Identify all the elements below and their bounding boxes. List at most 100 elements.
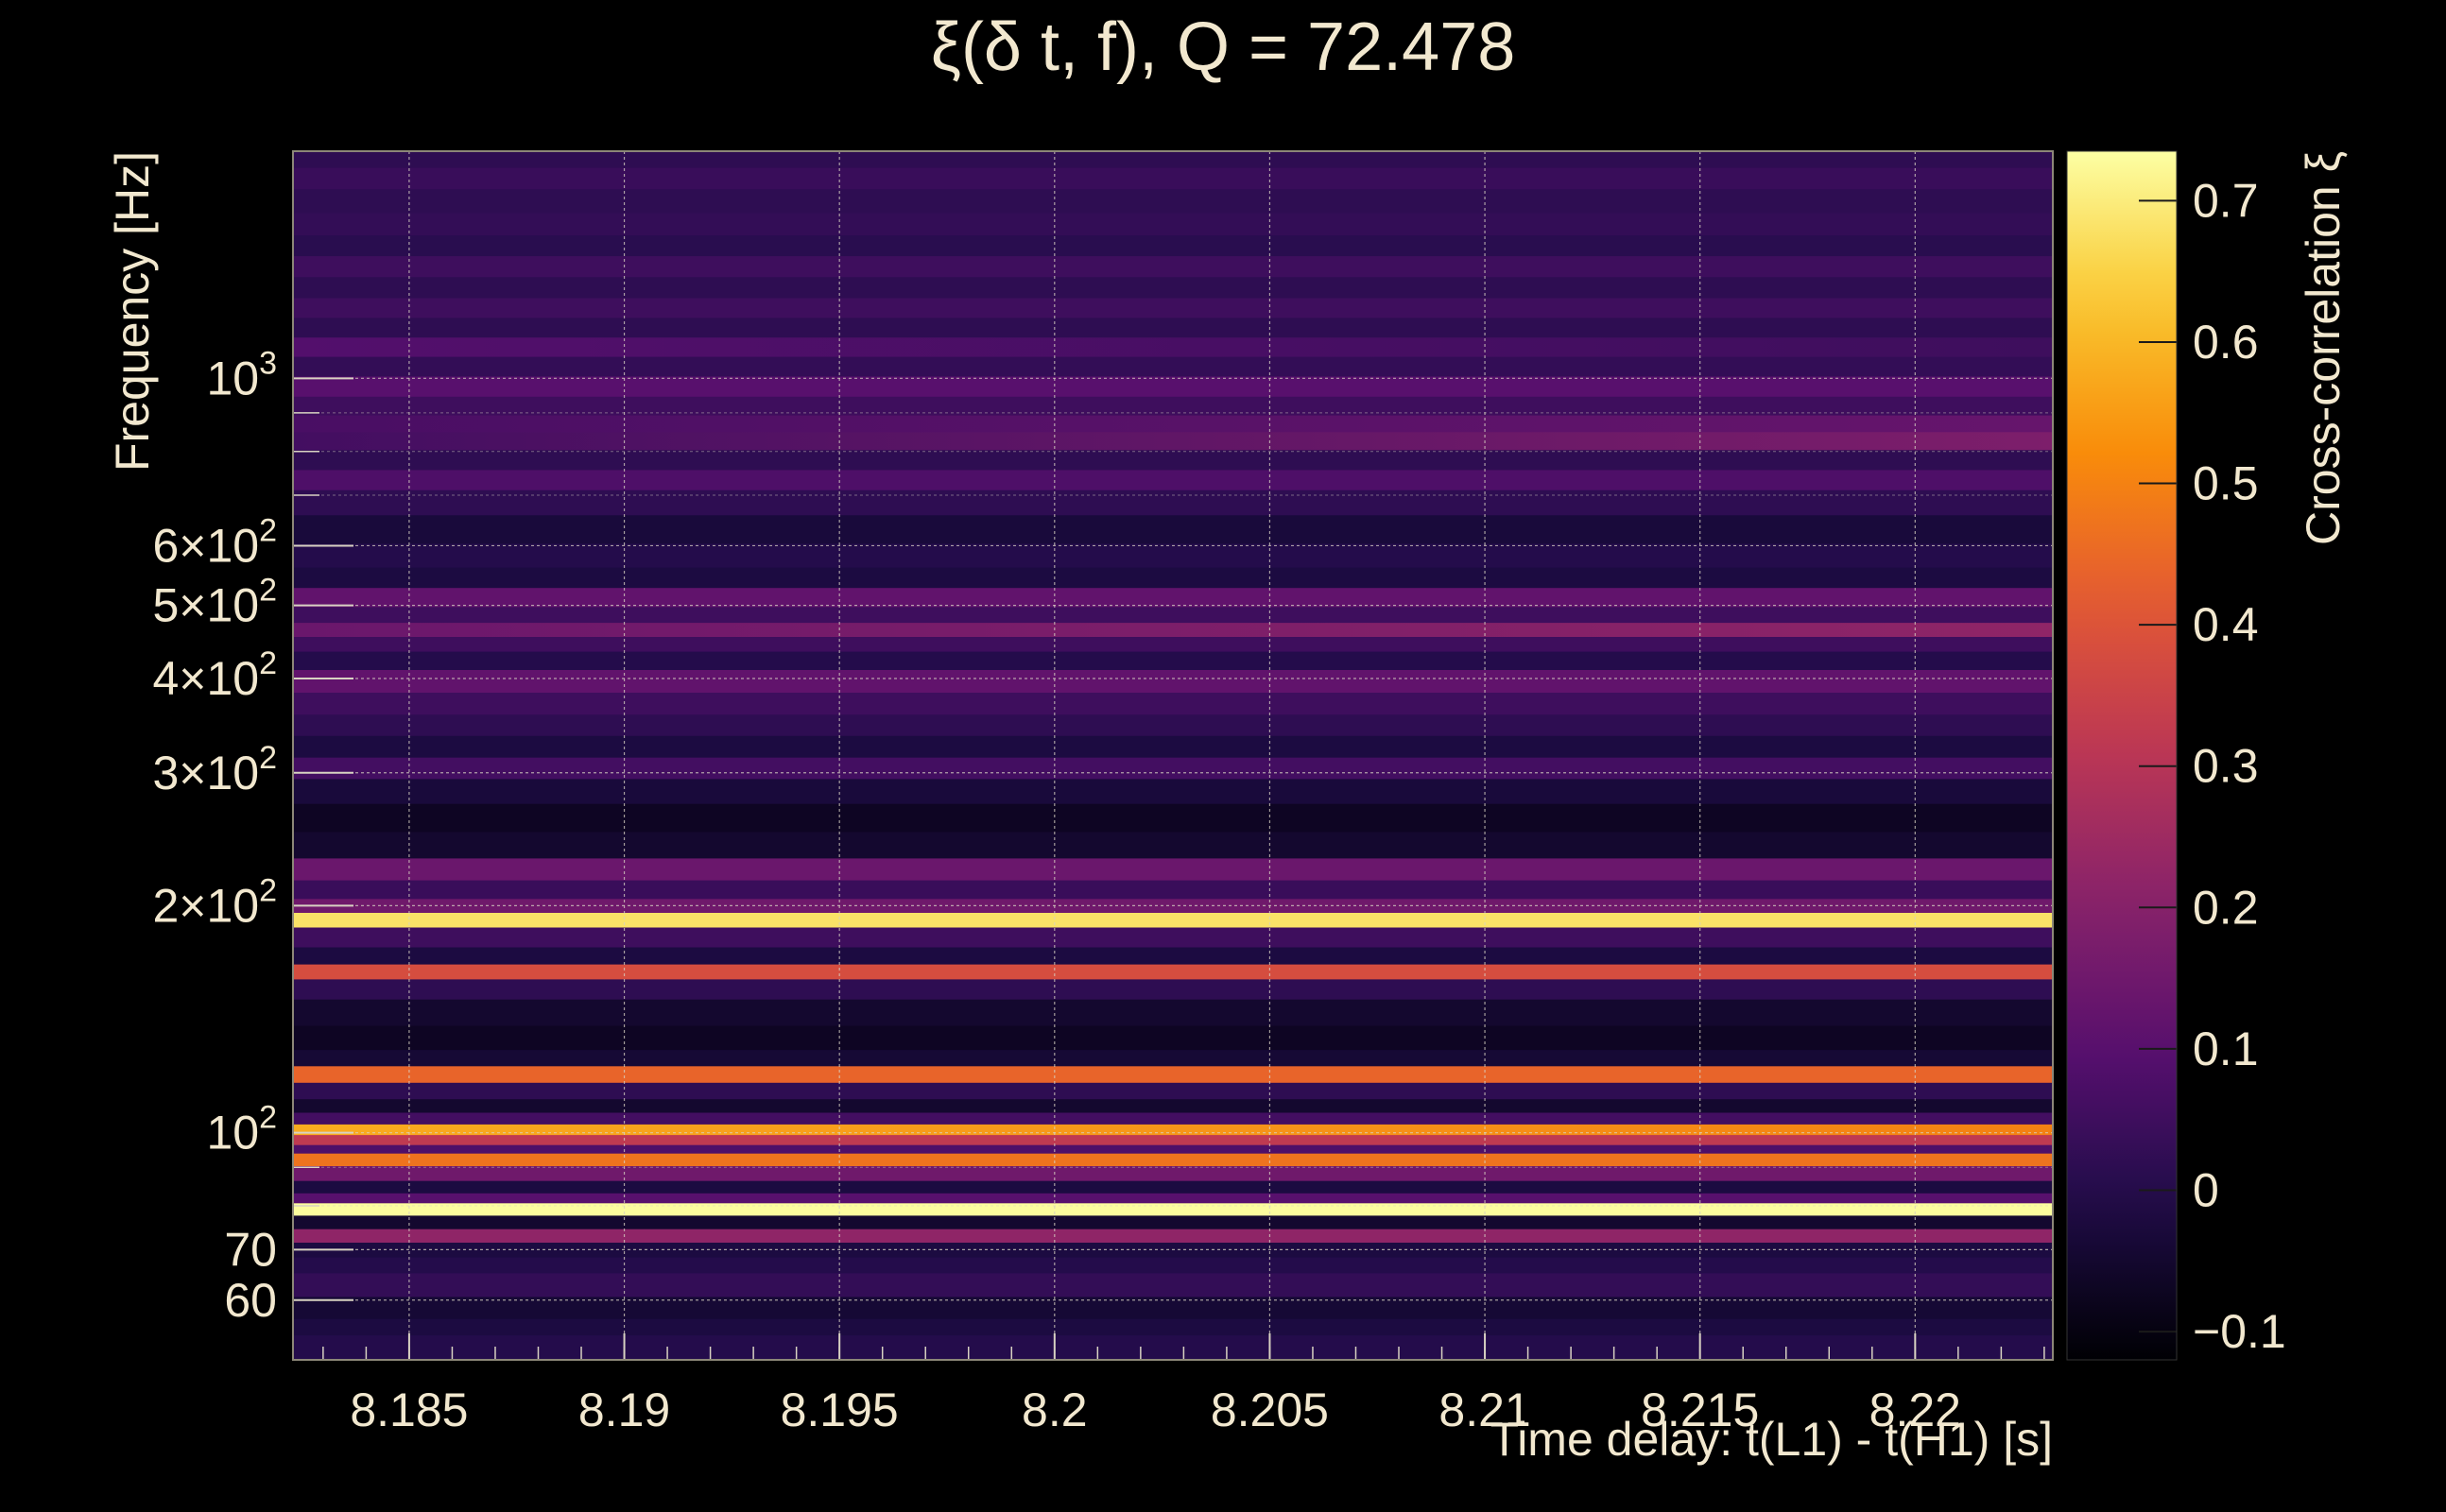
heatmap-band [293, 188, 2053, 214]
heatmap [293, 151, 2053, 1360]
x-tick-label: 8.2 [1022, 1383, 1088, 1436]
heatmap-band [293, 1065, 2053, 1083]
heatmap-band [293, 542, 2053, 568]
x-tick-label: 8.21 [1438, 1383, 1530, 1436]
heatmap-band [293, 651, 2053, 670]
heatmap-band [293, 757, 2053, 780]
heatmap-band [293, 490, 2053, 516]
colorbar-tick-label: −0.1 [2193, 1305, 2286, 1358]
heatmap-band [293, 1165, 2053, 1181]
heatmap-band [293, 167, 2053, 190]
heatmap-band [293, 212, 2053, 236]
heatmap-band [293, 999, 2053, 1026]
heatmap-band [293, 1049, 2053, 1067]
y-tick-label: 3×102 [152, 740, 277, 799]
heatmap-band [293, 946, 2053, 965]
heatmap-band [293, 857, 2053, 881]
heatmap-band [293, 375, 2053, 397]
heatmap-band [293, 636, 2053, 652]
heatmap-band [293, 1153, 2053, 1166]
heatmap-band [293, 1193, 2053, 1204]
colorbar-tick-label: 0.7 [2193, 174, 2259, 227]
y-tick-label: 4×102 [152, 645, 277, 705]
heatmap-band [293, 1098, 2053, 1113]
x-tick-label: 8.195 [781, 1383, 899, 1436]
heatmap-band [293, 297, 2053, 318]
heatmap-band [293, 396, 2053, 416]
heatmap-band [293, 449, 2053, 471]
heatmap-band [293, 1202, 2053, 1216]
colorbar [2067, 151, 2177, 1360]
heatmap-band [293, 1256, 2053, 1274]
colorbar-tick-label: 0.3 [2193, 740, 2259, 793]
plot-frame [292, 150, 2054, 1361]
y-tick-label: 6×102 [152, 512, 277, 572]
y-tick-label: 60 [224, 1274, 277, 1327]
colorbar-frame [2066, 150, 2178, 1361]
colorbar-tick-label: 0.1 [2193, 1022, 2259, 1075]
heatmap-band [293, 1228, 2053, 1243]
heatmap-band [293, 1318, 2053, 1336]
x-tick-label: 8.19 [578, 1383, 670, 1436]
heatmap-band [293, 514, 2053, 544]
y-tick-label: 70 [224, 1223, 277, 1276]
x-axis-label: Time delay: t(L1) - t(H1) [s] [1490, 1413, 2053, 1466]
heatmap-band [293, 622, 2053, 637]
heatmap-band [293, 1082, 2053, 1100]
heatmap-band [293, 567, 2053, 589]
heatmap-band [293, 1296, 2053, 1319]
heatmap-band [293, 255, 2053, 278]
heatmap-band [293, 692, 2053, 715]
heatmap-band [293, 1111, 2053, 1125]
x-tick-label: 8.215 [1641, 1383, 1759, 1436]
heatmap-band [293, 926, 2053, 948]
heatmap-band [293, 317, 2053, 338]
heatmap-band [293, 356, 2053, 377]
heatmap-band [293, 669, 2053, 693]
heatmap-band [293, 1334, 2053, 1360]
heatmap-band [293, 831, 2053, 859]
colorbar-label: Cross-correlation ξ [2297, 151, 2350, 545]
heatmap-band [293, 234, 2053, 257]
y-tick-label: 103 [206, 345, 277, 404]
heatmap-band [293, 1124, 2053, 1136]
heatmap-band [293, 151, 2053, 168]
heatmap-band [293, 276, 2053, 299]
x-tick-label: 8.205 [1211, 1383, 1329, 1436]
heatmap-band [293, 606, 2053, 624]
heatmap-band [293, 336, 2053, 357]
x-axis: 8.185 8.19 8.195 8.2 8.205 8.21 8.215 8.22 [322, 1333, 2045, 1436]
heatmap-band [293, 735, 2053, 758]
y-tick-label: 2×102 [152, 872, 277, 932]
heatmap-band [293, 1134, 2053, 1145]
heatmap-band [293, 587, 2053, 608]
heatmap-band [293, 1024, 2053, 1051]
x-tick-label: 8.22 [1869, 1383, 1961, 1436]
x-tick-label: 8.185 [350, 1383, 468, 1436]
y-tick-label: 102 [206, 1100, 277, 1160]
heatmap-band [293, 803, 2053, 833]
y-tick-label: 5×102 [152, 573, 277, 632]
heatmap-band [293, 912, 2053, 928]
heatmap-band [293, 963, 2053, 980]
heatmap-band [293, 880, 2053, 900]
colorbar-tick-label: 0.5 [2193, 457, 2259, 510]
heatmap-band [293, 1272, 2053, 1297]
heatmap-band [293, 778, 2053, 804]
heatmap-band [293, 469, 2053, 490]
chart-title: ξ(δ t, f), Q = 72.478 [931, 9, 1516, 85]
heatmap-band [293, 1214, 2053, 1229]
colorbar-tick-label: 0 [2193, 1163, 2219, 1216]
heatmap-band [293, 414, 2053, 433]
colorbar-tick-label: 0.2 [2193, 881, 2259, 934]
heatmap-band [293, 1144, 2053, 1154]
heatmap-band [293, 431, 2053, 451]
colorbar-tick-label: 0.6 [2193, 316, 2259, 369]
colorbar-tick-label: 0.4 [2193, 598, 2259, 651]
y-axis-label: Frequency [Hz] [106, 151, 159, 472]
heatmap-band [293, 1180, 2053, 1194]
heatmap-band [293, 978, 2053, 1000]
colorbar-axis: −0.1 0 0.1 0.2 0.3 0.4 0.5 0.6 0.7 [2066, 150, 2286, 1361]
